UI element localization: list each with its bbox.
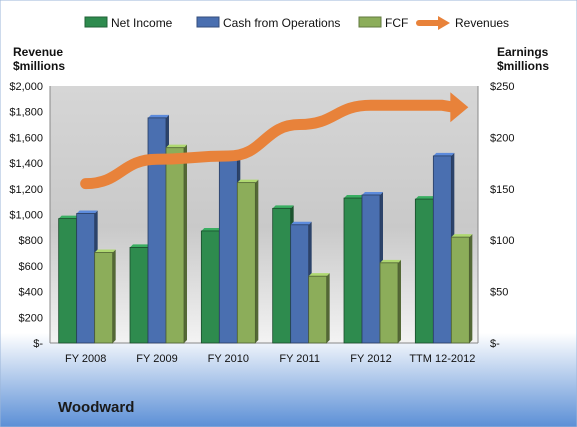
bar-top-1-5 (433, 152, 455, 156)
bar-top-2-3 (308, 273, 330, 277)
y-right-title-line-0: Earnings (497, 45, 549, 59)
bar-1-0 (76, 213, 96, 344)
y-right-tick-5: $- (490, 338, 500, 350)
y-left-tick-0: $2,000 (9, 81, 43, 93)
legend-label-2: FCF (385, 16, 408, 30)
bar-2-0 (94, 252, 114, 344)
y-left-tick-labels: $2,000 $1,800 $1,600 $1,400 $1,200 $1,000 $800… (9, 81, 43, 350)
bar-top-0-2 (201, 227, 223, 231)
bar-top-2-4 (380, 259, 401, 263)
bar-0-5 (414, 198, 434, 344)
bar-top-0-4 (344, 195, 365, 199)
y-right-title-line-1: $millions (497, 59, 549, 73)
bar-top-2-1 (166, 144, 187, 148)
y-right-tick-4: $50 (490, 287, 508, 299)
y-left-tick-1: $1,800 (9, 107, 43, 119)
bar-top-1-3 (290, 221, 312, 225)
y-left-tick-9: $200 (19, 312, 43, 324)
revenue-line-arrowhead (450, 92, 469, 123)
revenue-line-path (80, 99, 460, 190)
bar-side-2-1 (184, 144, 187, 343)
x-tick-4: FY 2012 (350, 353, 391, 365)
bar-0-0 (58, 218, 78, 344)
plot-area (50, 86, 478, 343)
bar-side-2-4 (398, 259, 401, 343)
bar-0-2 (200, 230, 220, 344)
legend-label-revenues: Revenues (455, 16, 509, 30)
bar-0-4 (343, 197, 363, 344)
bar-1-3 (290, 224, 310, 344)
y-left-tick-3: $1,400 (9, 158, 43, 170)
bar-top-1-4 (362, 191, 383, 195)
x-tick-1: FY 2009 (136, 353, 177, 365)
bar-side-2-5 (469, 234, 473, 343)
legend-swatch-2 (358, 16, 382, 28)
x-tick-5: TTM 12-2012 (409, 353, 475, 365)
bar-top-0-1 (130, 244, 151, 248)
y-left-tick-10: $- (33, 338, 43, 350)
x-tick-2: FY 2010 (208, 353, 249, 365)
bar-1-4 (361, 194, 381, 344)
x-tick-3: FY 2011 (279, 353, 320, 365)
y-right-tick-1: $200 (490, 132, 514, 144)
bar-top-0-3 (272, 205, 294, 209)
bars (58, 114, 473, 344)
legend-swatch-1 (196, 16, 220, 28)
bar-1-1 (147, 117, 167, 344)
bar-side-2-2 (255, 179, 259, 343)
bar-top-2-5 (451, 234, 473, 238)
revenue-line (80, 92, 469, 190)
bar-top-2-0 (94, 249, 116, 253)
y-left-tick-7: $600 (19, 261, 43, 273)
legend: Net Income Cash from Operations FCF Revenue… (84, 16, 509, 30)
bar-2-1 (165, 147, 185, 344)
legend-label-1: Cash from Operations (223, 16, 340, 30)
bar-1-5 (432, 155, 452, 344)
bar-0-1 (129, 246, 149, 344)
bar-top-1-0 (76, 210, 98, 214)
bar-2-4 (379, 262, 399, 344)
y-right-tick-0: $250 (490, 81, 514, 93)
y-left-tick-6: $800 (19, 235, 43, 247)
legend-arrow-head (438, 16, 450, 30)
bar-top-2-2 (237, 179, 259, 183)
y-left-tick-4: $1,200 (9, 184, 43, 196)
y-left-tick-2: $1,600 (9, 132, 43, 144)
company-name: Woodward (58, 399, 134, 416)
y-right-tick-2: $150 (490, 184, 514, 196)
legend-label-0: Net Income (111, 16, 173, 30)
y-left-tick-8: $400 (19, 287, 43, 299)
y-left-title-line-1: $millions (13, 59, 65, 73)
bar-2-5 (450, 236, 470, 344)
bar-top-0-0 (58, 215, 80, 219)
bar-side-2-0 (112, 249, 116, 343)
bar-0-3 (272, 207, 292, 344)
y-left-title-line-0: Revenue (13, 45, 63, 59)
x-tick-0: FY 2008 (65, 353, 106, 365)
bar-2-3 (308, 275, 328, 344)
legend-swatch-0 (84, 16, 108, 28)
bar-top-0-5 (415, 196, 437, 200)
bar-top-1-1 (148, 114, 169, 118)
bar-1-2 (218, 157, 238, 344)
y-left-tick-5: $1,000 (9, 210, 43, 222)
y-right-tick-3: $100 (490, 235, 514, 247)
x-tick-labels: FY 2008 FY 2009 FY 2010 FY 2011 FY 2012 TTM 1… (65, 353, 475, 365)
bar-side-2-3 (326, 273, 330, 343)
y-right-tick-labels: $250 $200 $150 $100 $50 $- (490, 81, 514, 350)
bar-2-2 (236, 182, 256, 344)
